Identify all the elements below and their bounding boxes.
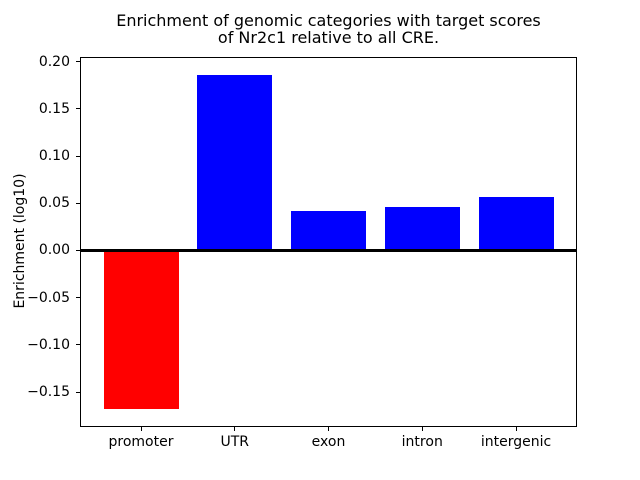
y-tick-mark: [76, 108, 80, 110]
y-tick-mark: [76, 297, 80, 299]
x-tick-label-exon: exon: [311, 434, 346, 450]
plot-area: [80, 57, 577, 427]
x-tick-label-intergenic: intergenic: [480, 434, 552, 450]
y-tick-mark: [76, 344, 80, 346]
y-tick-mark: [76, 249, 80, 251]
y-tick-mark: [76, 391, 80, 393]
chart-title: Enrichment of genomic categories with ta…: [81, 12, 576, 46]
chart-title-line-2: of Nr2c1 relative to all CRE.: [217, 28, 440, 47]
y-tick-label: 0.20: [38, 53, 70, 70]
x-tick-label-UTR: UTR: [220, 434, 250, 450]
y-tick-label: 0.00: [38, 242, 70, 259]
y-tick-label: 0.05: [38, 195, 70, 212]
x-tick-mark: [515, 427, 517, 431]
y-tick-label: 0.10: [38, 148, 70, 165]
x-tick-mark: [234, 427, 236, 431]
bar-intergenic: [478, 196, 554, 251]
chart-title-line-1: Enrichment of genomic categories with ta…: [116, 11, 541, 30]
y-tick-label: −0.15: [27, 384, 70, 401]
x-tick-mark: [421, 427, 423, 431]
y-tick-label: 0.15: [38, 100, 70, 117]
x-tick-mark: [140, 427, 142, 431]
y-tick-mark: [76, 155, 80, 157]
bar-intron: [384, 207, 460, 251]
x-tick-label-intron: intron: [401, 434, 443, 450]
x-tick-label-promoter: promoter: [108, 434, 174, 450]
bar-exon: [291, 210, 366, 251]
y-tick-label: −0.10: [27, 336, 70, 353]
zero-axis-line: [81, 248, 576, 252]
y-tick-mark: [76, 61, 80, 63]
bar-UTR: [197, 74, 273, 251]
bar-promoter: [103, 250, 179, 409]
x-tick-mark: [328, 427, 329, 431]
y-tick-label: −0.05: [27, 289, 70, 306]
y-tick-mark: [76, 202, 80, 204]
